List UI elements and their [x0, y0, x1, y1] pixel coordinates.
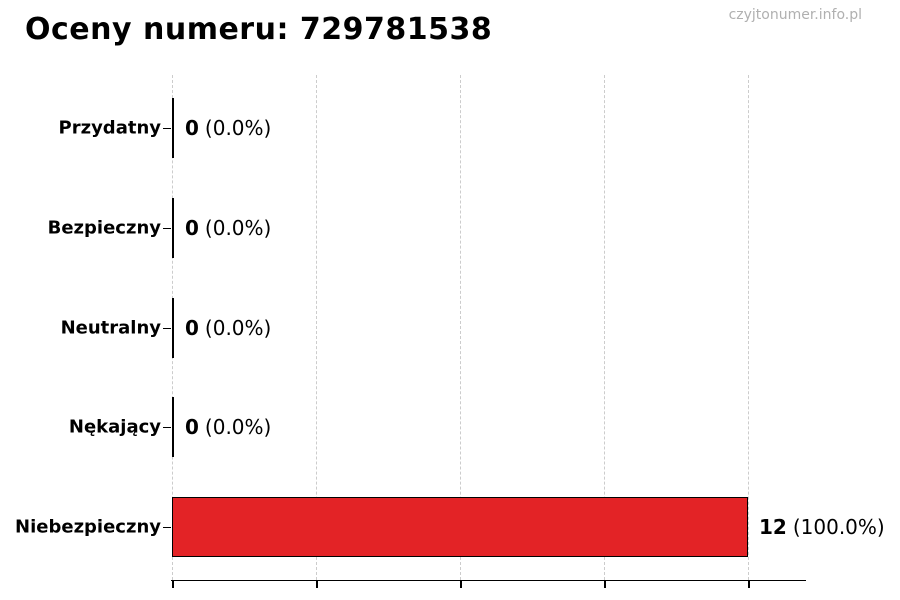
value-label: 0 (0.0%) [185, 415, 271, 439]
gridline [460, 75, 461, 580]
value-percent: (100.0%) [792, 515, 885, 539]
value-percent: (0.0%) [204, 216, 272, 240]
value-label: 0 (0.0%) [185, 216, 271, 240]
x-tick [172, 581, 174, 588]
value-percent: (0.0%) [204, 116, 272, 140]
bar-row-przydatny: Przydatny 0 (0.0%) [0, 98, 900, 158]
category-label: Niebezpieczny [15, 516, 161, 538]
value-label: 0 (0.0%) [185, 316, 271, 340]
x-axis-line [171, 580, 806, 581]
value-percent: (0.0%) [204, 415, 272, 439]
bar-row-niebezpieczny: Niebezpieczny 12 (100.0%) [0, 497, 900, 557]
value-label: 0 (0.0%) [185, 116, 271, 140]
y-tick [163, 328, 171, 329]
value-count: 0 [185, 415, 199, 439]
category-label: Przydatny [58, 117, 161, 139]
category-label: Neutralny [60, 317, 161, 339]
y-tick [163, 527, 171, 528]
bar [172, 397, 174, 457]
value-count: 0 [185, 216, 199, 240]
y-tick [163, 228, 171, 229]
x-tick [460, 581, 462, 588]
bar [172, 298, 174, 358]
x-tick [316, 581, 318, 588]
x-tick [748, 581, 750, 588]
category-label: Bezpieczny [47, 217, 161, 239]
bar-row-nekajacy: Nękający 0 (0.0%) [0, 397, 900, 457]
x-tick [604, 581, 606, 588]
value-count: 0 [185, 116, 199, 140]
category-label: Nękający [68, 416, 161, 438]
watermark-text: czyjtonumer.info.pl [728, 7, 862, 23]
chart-title: Oceny numeru: 729781538 [25, 12, 493, 47]
bar-row-bezpieczny: Bezpieczny 0 (0.0%) [0, 198, 900, 258]
gridline [316, 75, 317, 580]
bar [172, 497, 748, 557]
bar [172, 198, 174, 258]
bar-row-neutralny: Neutralny 0 (0.0%) [0, 298, 900, 358]
value-count: 12 [759, 515, 787, 539]
y-tick [163, 427, 171, 428]
y-tick [163, 128, 171, 129]
bar [172, 98, 174, 158]
gridline [748, 75, 749, 580]
value-percent: (0.0%) [204, 316, 272, 340]
gridline [604, 75, 605, 580]
value-label: 12 (100.0%) [759, 515, 885, 539]
value-count: 0 [185, 316, 199, 340]
